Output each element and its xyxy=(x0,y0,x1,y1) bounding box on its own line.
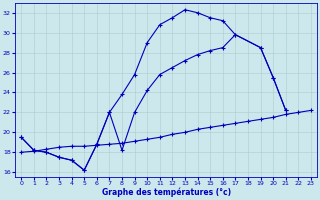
X-axis label: Graphe des températures (°c): Graphe des températures (°c) xyxy=(101,188,231,197)
